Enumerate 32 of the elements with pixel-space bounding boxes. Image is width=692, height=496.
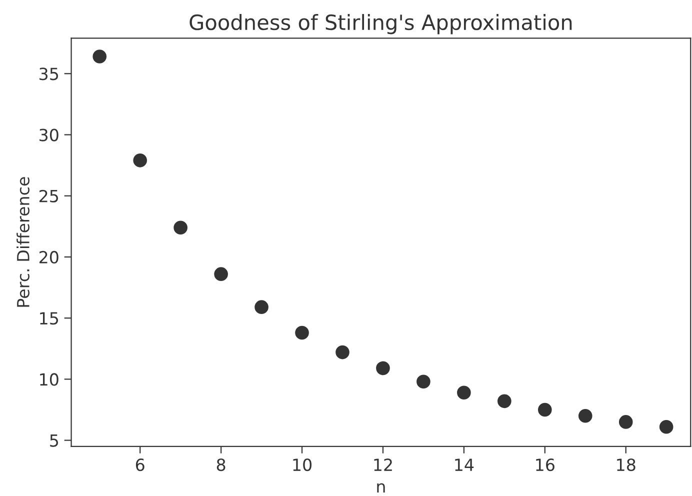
y-axis-title: Perc. Difference (16, 177, 30, 307)
y-tick-label: 25 (39, 190, 58, 202)
y-tick-label: 20 (39, 250, 58, 264)
point (538, 402, 552, 417)
point (92, 50, 107, 64)
point (498, 394, 512, 408)
x-tick-label: 8 (216, 458, 226, 472)
point (295, 326, 309, 340)
y-tick-label: 30 (40, 128, 58, 142)
point (336, 345, 350, 360)
y-tick-label: 10 (40, 373, 58, 386)
x-tick-label: 14 (455, 458, 474, 471)
point (457, 386, 471, 400)
x-tick-label: 6 (136, 458, 144, 472)
x-axis-title: n (377, 483, 385, 493)
chart-title: Goodness of Stirling's Approximation (190, 14, 572, 34)
point (618, 415, 633, 429)
point (174, 220, 188, 235)
point (578, 408, 592, 423)
x-tick-label: 16 (536, 458, 554, 472)
y-tick-label: 15 (40, 312, 58, 325)
point (133, 154, 147, 168)
point (254, 300, 268, 314)
point (659, 420, 674, 434)
x-tick-label: 12 (374, 458, 392, 471)
y-tick-label: 35 (40, 68, 58, 80)
point (416, 374, 430, 389)
point (376, 361, 390, 376)
point (214, 267, 228, 281)
x-tick-label: 18 (617, 458, 636, 472)
x-tick-label: 10 (293, 458, 312, 472)
y-tick-label: 5 (50, 434, 58, 447)
